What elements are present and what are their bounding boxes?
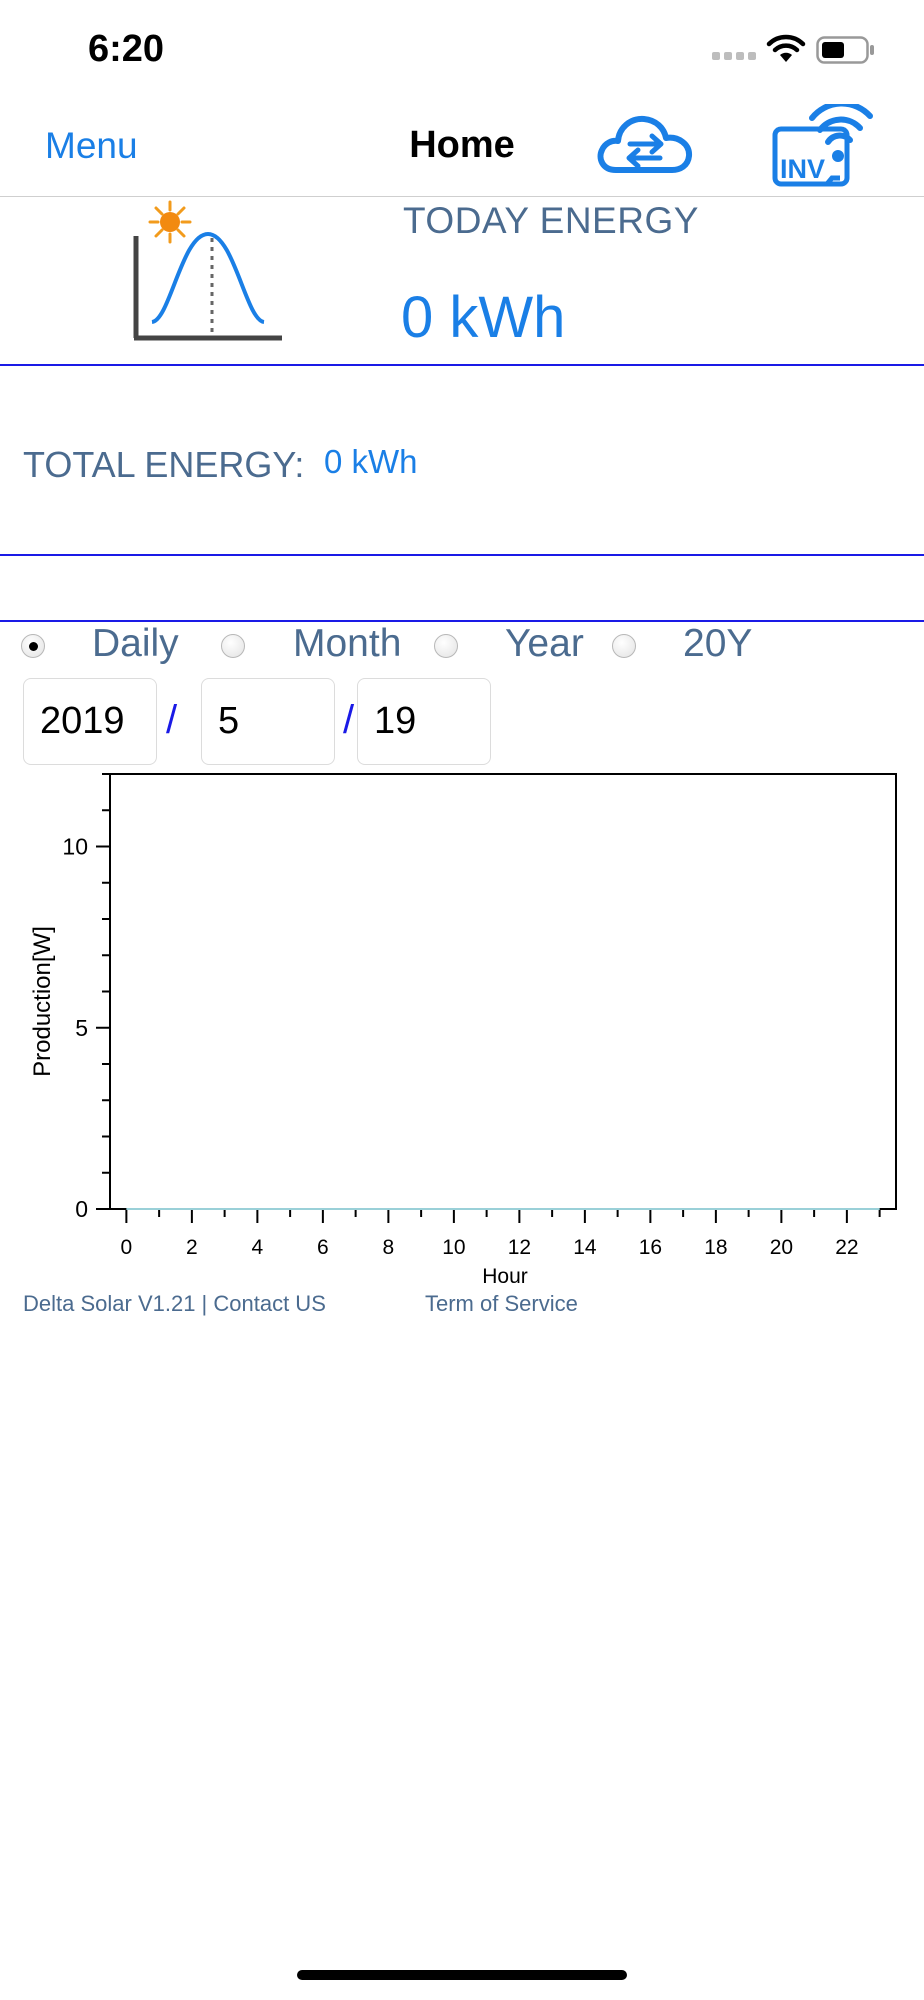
date-separator: / <box>166 698 178 742</box>
section-divider <box>0 620 924 622</box>
radio-year[interactable] <box>434 634 458 658</box>
date-separator: / <box>343 698 355 742</box>
x-tick-label: 18 <box>704 1236 727 1259</box>
y-tick-label: 5 <box>75 1015 88 1041</box>
battery-icon <box>816 36 874 64</box>
x-tick-label: 16 <box>639 1236 662 1259</box>
menu-button[interactable]: Menu <box>45 125 138 166</box>
period-label-year[interactable]: Year <box>505 622 584 665</box>
home-indicator <box>297 1970 627 1980</box>
y-axis-label: Production[W] <box>29 926 56 1077</box>
x-tick-label: 10 <box>442 1236 465 1259</box>
x-tick-label: 6 <box>317 1236 329 1259</box>
year-field[interactable]: 2019 <box>23 678 157 765</box>
today-energy-label: TODAY ENERGY <box>403 200 699 241</box>
cellular-signal-icon <box>712 52 756 60</box>
period-label-daily[interactable]: Daily <box>92 622 179 665</box>
nav-divider <box>0 196 924 197</box>
period-label-20y[interactable]: 20Y <box>683 622 753 665</box>
y-tick-label: 10 <box>62 834 88 860</box>
x-axis-label: Hour <box>482 1265 528 1288</box>
terms-of-service-link[interactable]: Term of Service <box>425 1291 578 1316</box>
x-tick-label: 12 <box>508 1236 531 1259</box>
status-time: 6:20 <box>88 28 165 70</box>
radio-20y[interactable] <box>612 634 636 658</box>
month-field[interactable]: 5 <box>201 678 335 765</box>
cloud-sync-icon[interactable] <box>594 108 694 176</box>
x-tick-label: 2 <box>186 1236 198 1259</box>
x-tick-label: 20 <box>770 1236 793 1259</box>
total-energy-value: 0 kWh <box>324 443 418 480</box>
y-tick-label: 0 <box>75 1196 88 1222</box>
x-tick-label: 0 <box>121 1236 133 1259</box>
version-contact-link[interactable]: Delta Solar V1.21 | Contact US <box>23 1291 326 1316</box>
radio-daily[interactable] <box>21 634 45 658</box>
total-energy-label: TOTAL ENERGY: <box>23 444 305 485</box>
inverter-wifi-icon[interactable]: INV <box>772 104 876 190</box>
solar-production-curve-icon <box>133 200 282 341</box>
today-energy-value: 0 kWh <box>401 285 566 350</box>
radio-month[interactable] <box>221 634 245 658</box>
wifi-icon <box>766 34 806 62</box>
period-label-month[interactable]: Month <box>293 622 402 665</box>
x-tick-label: 4 <box>252 1236 264 1259</box>
x-tick-label: 22 <box>835 1236 858 1259</box>
inverter-badge: INV <box>780 154 826 184</box>
x-tick-label: 14 <box>573 1236 597 1259</box>
day-field[interactable]: 19 <box>357 678 491 765</box>
section-divider <box>0 554 924 556</box>
section-divider <box>0 364 924 366</box>
production-chart: 0 5 10 0 2 4 6 8 10 12 14 16 18 20 22 Hour Production[… <box>29 773 897 1288</box>
x-tick-label: 8 <box>383 1236 395 1259</box>
plot-frame <box>109 773 897 1210</box>
page-title: Home <box>409 124 515 166</box>
